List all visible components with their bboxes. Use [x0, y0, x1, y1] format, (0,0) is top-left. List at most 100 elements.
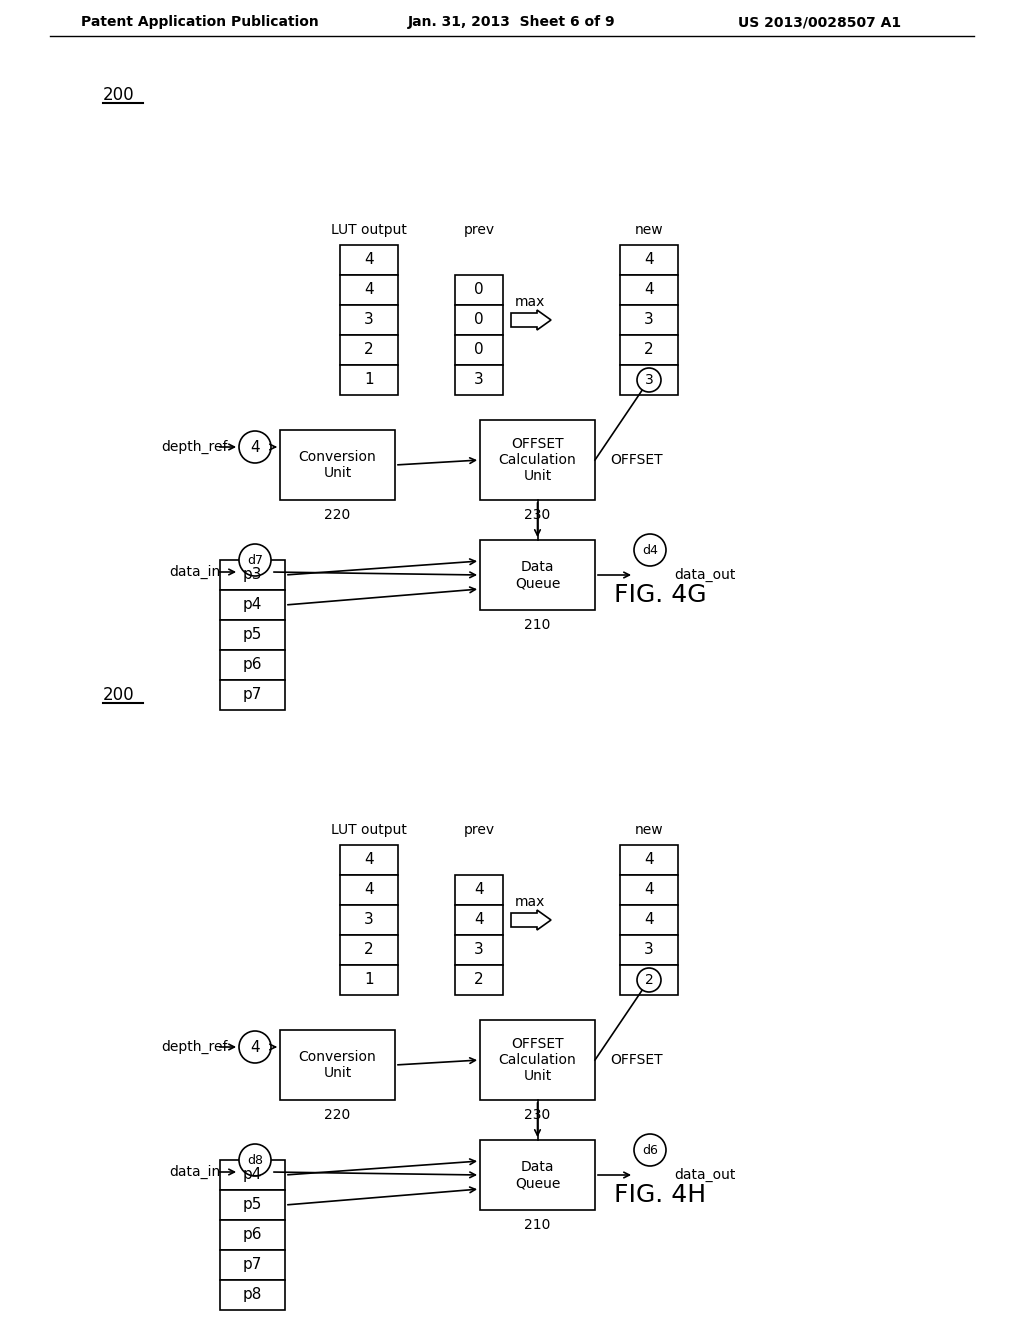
Text: 4: 4 — [644, 252, 653, 268]
Bar — [480, 540, 595, 610]
Text: 4: 4 — [474, 912, 483, 928]
Text: data_out: data_out — [675, 568, 735, 582]
Text: OFFSET: OFFSET — [610, 453, 664, 467]
Text: depth_ref: depth_ref — [162, 1040, 228, 1055]
Bar — [220, 649, 285, 680]
Bar — [220, 1160, 285, 1191]
Text: 3: 3 — [365, 313, 374, 327]
Bar — [455, 335, 503, 366]
Text: p4: p4 — [243, 598, 262, 612]
Text: 3: 3 — [644, 942, 654, 957]
Text: p5: p5 — [243, 627, 262, 643]
Text: d6: d6 — [642, 1143, 658, 1156]
Text: 230: 230 — [524, 508, 551, 521]
Text: 1: 1 — [365, 372, 374, 388]
Bar — [480, 420, 595, 500]
Text: p7: p7 — [243, 688, 262, 702]
Text: 4: 4 — [365, 853, 374, 867]
Bar — [620, 965, 678, 995]
Bar — [620, 305, 678, 335]
Bar — [280, 1030, 395, 1100]
Text: prev: prev — [464, 223, 495, 238]
Text: Jan. 31, 2013  Sheet 6 of 9: Jan. 31, 2013 Sheet 6 of 9 — [409, 15, 615, 29]
Text: max: max — [515, 895, 546, 909]
Circle shape — [634, 535, 666, 566]
Bar — [220, 1280, 285, 1309]
Bar — [455, 366, 503, 395]
Text: 2: 2 — [365, 942, 374, 957]
Bar — [220, 1220, 285, 1250]
Text: p7: p7 — [243, 1258, 262, 1272]
Bar — [340, 366, 398, 395]
Bar — [340, 906, 398, 935]
Text: 4: 4 — [250, 1040, 260, 1055]
Text: 200: 200 — [103, 686, 134, 704]
Bar — [455, 965, 503, 995]
Text: d7: d7 — [247, 553, 263, 566]
Bar — [620, 335, 678, 366]
Text: 220: 220 — [325, 508, 350, 521]
Bar — [340, 845, 398, 875]
Text: 3: 3 — [474, 942, 484, 957]
Bar — [620, 366, 678, 395]
Text: d4: d4 — [642, 544, 658, 557]
Text: Patent Application Publication: Patent Application Publication — [81, 15, 318, 29]
Bar — [620, 935, 678, 965]
Bar — [220, 1191, 285, 1220]
Text: US 2013/0028507 A1: US 2013/0028507 A1 — [738, 15, 901, 29]
Bar — [455, 875, 503, 906]
Text: new: new — [635, 822, 664, 837]
Bar — [220, 1250, 285, 1280]
Text: FIG. 4H: FIG. 4H — [614, 1183, 707, 1206]
Text: 4: 4 — [365, 282, 374, 297]
Bar — [480, 1020, 595, 1100]
Bar — [340, 246, 398, 275]
Text: 220: 220 — [325, 1107, 350, 1122]
Circle shape — [239, 544, 271, 576]
Text: 0: 0 — [474, 342, 483, 358]
Bar — [620, 246, 678, 275]
Text: 3: 3 — [365, 912, 374, 928]
Bar — [455, 906, 503, 935]
Text: new: new — [635, 223, 664, 238]
Bar — [620, 275, 678, 305]
Text: p3: p3 — [243, 568, 262, 582]
Bar — [340, 875, 398, 906]
Bar — [455, 305, 503, 335]
Text: 0: 0 — [474, 282, 483, 297]
Bar — [620, 906, 678, 935]
Circle shape — [239, 1144, 271, 1176]
Text: Data
Queue: Data Queue — [515, 560, 560, 590]
Text: 3: 3 — [645, 374, 653, 387]
Text: LUT output: LUT output — [331, 223, 407, 238]
Text: data_in: data_in — [169, 1166, 220, 1179]
Polygon shape — [511, 310, 551, 330]
Bar — [340, 335, 398, 366]
Circle shape — [239, 432, 271, 463]
Text: 2: 2 — [474, 973, 483, 987]
Circle shape — [239, 1031, 271, 1063]
Bar — [340, 275, 398, 305]
Text: 4: 4 — [365, 883, 374, 898]
Text: 4: 4 — [644, 912, 653, 928]
Text: OFFSET
Calculation
Unit: OFFSET Calculation Unit — [499, 437, 577, 483]
Text: 0: 0 — [474, 313, 483, 327]
Text: LUT output: LUT output — [331, 822, 407, 837]
Polygon shape — [511, 909, 551, 931]
Text: max: max — [515, 294, 546, 309]
Circle shape — [637, 968, 662, 993]
Text: OFFSET
Calculation
Unit: OFFSET Calculation Unit — [499, 1036, 577, 1084]
Text: p8: p8 — [243, 1287, 262, 1303]
Text: 2: 2 — [365, 342, 374, 358]
Bar — [220, 620, 285, 649]
Text: depth_ref: depth_ref — [162, 440, 228, 454]
Text: 2: 2 — [645, 973, 653, 987]
Text: 4: 4 — [365, 252, 374, 268]
Bar — [340, 935, 398, 965]
Text: 1: 1 — [365, 973, 374, 987]
Bar — [280, 430, 395, 500]
Text: 3: 3 — [474, 372, 484, 388]
Bar — [220, 680, 285, 710]
Text: 4: 4 — [644, 883, 653, 898]
Bar — [455, 275, 503, 305]
